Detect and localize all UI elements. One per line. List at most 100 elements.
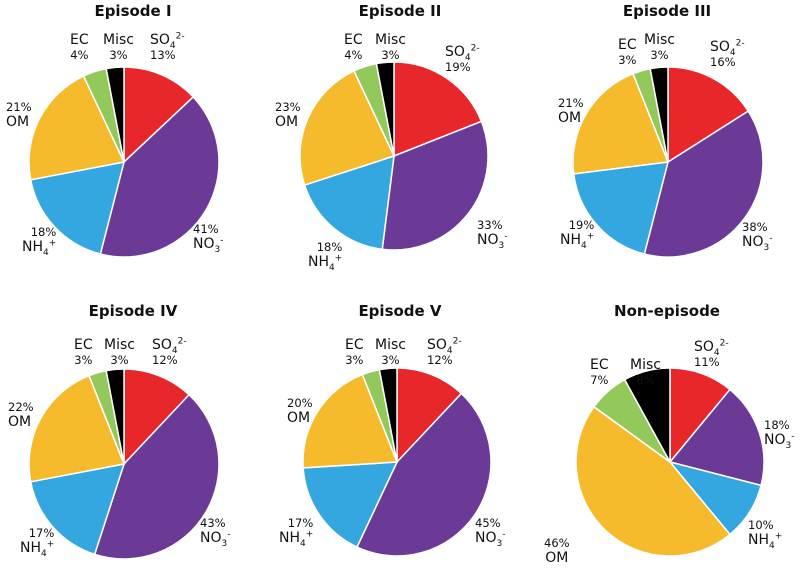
slice-name: NH4+	[22, 238, 57, 258]
slice-name: EC	[70, 32, 89, 48]
slice-percent: 7%	[590, 373, 609, 387]
slice-percent: 16%	[710, 55, 736, 69]
slice-name: SO42-	[694, 338, 729, 358]
slice-name: NH4+	[20, 539, 55, 559]
slice-label-misc: Misc 3%	[375, 338, 406, 368]
slice-name: SO42-	[152, 336, 187, 356]
pie-slice-no3	[643, 110, 764, 258]
slice-label-om: 46% OM	[544, 536, 570, 566]
slice-percent: 22%	[8, 400, 34, 414]
chart-title: Episode IV	[88, 302, 178, 320]
slice-name: EC	[344, 32, 363, 48]
slice-label-om: 21% OM	[558, 96, 584, 126]
slice-name: OM	[545, 550, 569, 566]
slice-name: SO42-	[427, 336, 462, 356]
pie-slice-so42	[123, 66, 195, 164]
pie-slice-no3	[668, 388, 765, 487]
slice-label-nh4: 17% NH4+	[279, 516, 314, 549]
slice-name: OM	[558, 110, 582, 126]
slice-name: Misc	[375, 32, 406, 48]
slice-label-om: 23% OM	[275, 100, 301, 130]
pie-panel-2: Episode II SO42- 19% 33% NO3- 18% NH4+ 23% OM EC 4…	[267, 0, 533, 284]
slice-label-so42: SO42- 12%	[152, 336, 187, 368]
slice-label-no3: 18% NO3-	[764, 418, 794, 450]
slice-percent: 38%	[742, 220, 768, 234]
slice-label-om: 20% OM	[287, 396, 313, 426]
pie-slice-misc	[378, 367, 398, 463]
slice-percent: 33%	[477, 218, 503, 232]
slice-name: OM	[275, 114, 299, 130]
pie-slice-so42	[667, 66, 750, 164]
pie-panel-5: Episode V SO42- 12% 45% NO3- 17% NH4+ 20% OM EC 3%…	[267, 300, 533, 584]
slice-name: NH4+	[279, 529, 314, 549]
pie-slice-no3	[93, 393, 220, 560]
pie-panel-1: Episode I SO42- 13% 41% NO3- 18% NH4+ 21% OM EC 4%…	[0, 0, 266, 284]
slice-label-no3: 38% NO3-	[742, 220, 773, 253]
slice-percent: 13%	[150, 48, 176, 62]
pie-slice-om	[302, 373, 399, 469]
slice-percent: 4%	[344, 48, 363, 62]
pie-slice-so42	[123, 368, 191, 466]
slice-label-nh4: 19% NH4+	[560, 218, 594, 250]
pie-slice-misc	[375, 61, 395, 157]
slice-name: OM	[6, 114, 30, 130]
slice-name: Misc	[644, 32, 675, 48]
slice-percent: 11%	[694, 355, 720, 369]
pie-slice-om	[299, 69, 396, 186]
slice-label-so42: SO42- 13%	[150, 32, 185, 63]
slice-name: EC	[618, 37, 637, 53]
pie-slice-no3	[381, 120, 489, 251]
slice-name: EC	[74, 337, 93, 353]
slice-name: Misc	[375, 337, 406, 353]
pie-chart	[302, 367, 492, 557]
pie-slice-om	[575, 405, 731, 557]
slice-name: NO3-	[742, 233, 773, 253]
slice-label-ec: EC 7%	[590, 358, 609, 388]
slice-percent: 3%	[381, 48, 400, 62]
slice-label-so42: SO42- 12%	[427, 336, 462, 368]
slice-name: Misc	[630, 357, 661, 373]
slice-label-misc: Misc 8%	[630, 358, 661, 388]
slice-name: Misc	[104, 337, 135, 353]
pie-slice-nh4	[29, 161, 126, 255]
pie-slice-om	[28, 75, 126, 181]
slice-name: SO42-	[710, 38, 745, 58]
slice-label-ec: EC 3%	[345, 338, 364, 368]
slice-percent: 23%	[275, 100, 301, 114]
pie-chart	[28, 66, 220, 258]
slice-label-nh4: 18% NH4+	[308, 240, 343, 272]
slice-label-om: 21% OM	[6, 100, 32, 130]
slice-percent: 3%	[345, 353, 364, 367]
pie-slice-nh4	[303, 154, 395, 251]
slice-label-no3: 33% NO3-	[477, 218, 508, 251]
slice-percent: 17%	[28, 526, 55, 540]
slice-percent: 18%	[30, 225, 57, 239]
pie-slice-so42	[669, 367, 731, 465]
slice-name: EC	[345, 337, 364, 353]
slice-label-no3: 41% NO3-	[193, 222, 223, 254]
pie-slice-misc	[105, 368, 125, 465]
pie-slice-misc	[649, 66, 669, 163]
slice-percent: 19%	[445, 60, 471, 74]
slice-percent: 21%	[558, 96, 584, 110]
slice-percent: 17%	[287, 516, 314, 530]
slice-name: NO3-	[477, 231, 508, 251]
slice-label-misc: Misc 3%	[375, 33, 406, 63]
pie-chart	[299, 61, 489, 251]
slice-percent: 18%	[316, 240, 343, 254]
chart-title: Episode V	[358, 302, 442, 320]
slice-label-misc: Misc 3%	[104, 338, 135, 368]
slice-label-nh4: 10% NH4+	[748, 518, 783, 551]
pie-panel-6: Non-episode SO42- 11% 18% NO3- 10% NH4+ 46% OM EC…	[534, 300, 800, 584]
slice-name: NH4+	[748, 531, 783, 551]
slice-label-so42: SO42- 16%	[710, 38, 745, 70]
slice-percent: 3%	[618, 53, 637, 67]
slice-percent: 8%	[636, 373, 655, 387]
slice-name: OM	[8, 414, 32, 430]
chart-title: Episode I	[94, 2, 172, 20]
slice-percent: 3%	[650, 48, 669, 62]
slice-label-no3: 45% NO3-	[475, 516, 505, 548]
pie-chart	[575, 367, 765, 557]
pie-slice-so42	[393, 61, 483, 158]
pie-slice-om	[28, 374, 126, 483]
